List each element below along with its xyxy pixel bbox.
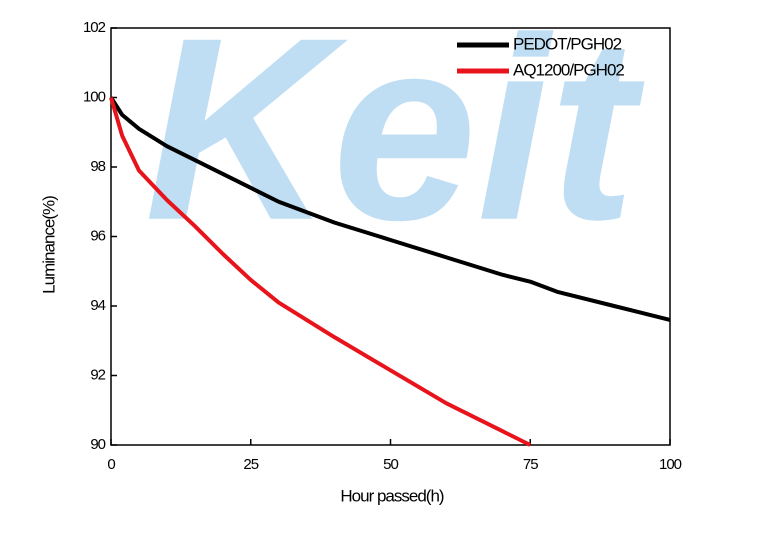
x-tick-label: 0	[107, 456, 115, 473]
y-tick-label: 100	[83, 88, 106, 105]
y-tick-label: 102	[83, 19, 106, 36]
x-tick-label: 100	[659, 456, 682, 473]
data-line	[109, 96, 671, 322]
watermark: Keit	[144, 0, 646, 275]
y-tick-label: 90	[90, 436, 105, 453]
legend-label: PEDOT/PGH02	[513, 34, 622, 53]
y-tick-label: 92	[90, 366, 105, 383]
x-tick-label: 25	[243, 456, 258, 473]
y-tick-label: 96	[90, 227, 105, 244]
legend-label: AQ1200/PGH02	[513, 60, 624, 79]
x-tick-label: 50	[383, 456, 398, 473]
data-line	[109, 96, 532, 447]
x-tick-label: 75	[523, 456, 538, 473]
y-tick-label: 98	[90, 158, 105, 175]
x-axis-label: Hour passed(h)	[340, 486, 444, 505]
y-axis-label: Luminance(%)	[39, 196, 58, 294]
y-tick-label: 94	[90, 297, 105, 314]
